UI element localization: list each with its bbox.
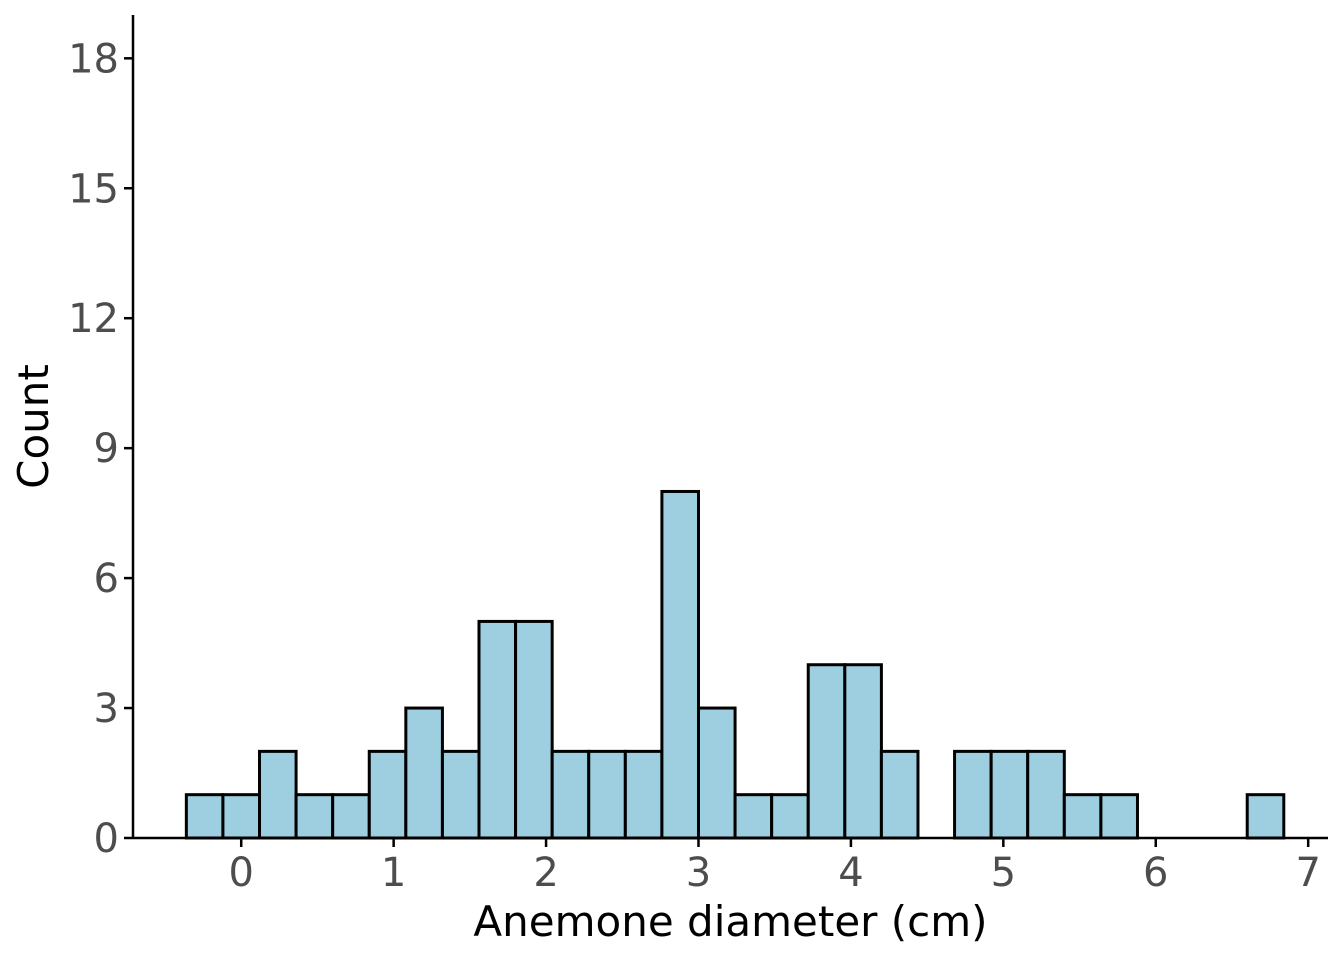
histogram-bar — [587, 749, 627, 840]
y-tick-label: 18 — [68, 36, 119, 82]
y-tick-label: 0 — [94, 816, 119, 862]
histogram-bar — [806, 663, 847, 840]
histogram-bar — [843, 663, 883, 840]
histogram-bar — [514, 619, 554, 840]
histogram-bar — [331, 793, 371, 840]
x-axis-title: Anemone diameter (cm) — [473, 897, 987, 946]
y-tick-label: 15 — [68, 166, 119, 212]
x-tick-label: 0 — [228, 850, 253, 896]
histogram-bar — [477, 619, 518, 840]
x-tick-label: 1 — [381, 850, 406, 896]
x-tick-label: 3 — [686, 850, 711, 896]
histogram-bar — [770, 793, 810, 840]
y-axis-title: Count — [9, 364, 58, 489]
y-tick-label: 3 — [94, 686, 119, 732]
histogram-bar — [440, 749, 481, 840]
histogram-bar — [404, 706, 444, 840]
histogram-bar — [367, 749, 408, 840]
x-tick-label: 4 — [838, 850, 863, 896]
histogram-bar — [989, 749, 1030, 840]
y-tick-label: 9 — [94, 426, 119, 472]
histogram-bar — [1245, 793, 1286, 840]
histogram-bar — [733, 793, 774, 840]
x-tick-label: 7 — [1295, 850, 1320, 896]
histogram-bar — [623, 749, 664, 840]
x-axis-ticks: 0 1 2 3 4 5 6 7 — [228, 838, 1321, 896]
histogram-bar — [184, 793, 225, 840]
x-tick-label: 5 — [991, 850, 1016, 896]
bars-group — [184, 489, 1286, 840]
y-tick-label: 12 — [68, 296, 119, 342]
y-axis-ticks: 0 3 6 9 12 15 18 — [68, 36, 133, 862]
histogram-bar — [294, 793, 335, 840]
histogram-bar — [696, 706, 737, 840]
x-tick-label: 2 — [533, 850, 558, 896]
histogram-bar — [1099, 793, 1139, 840]
histogram-bar — [550, 749, 591, 840]
histogram-bar — [1026, 749, 1066, 840]
histogram-bar — [221, 793, 262, 840]
x-tick-label: 6 — [1143, 850, 1168, 896]
histogram-bar — [1062, 793, 1103, 840]
y-tick-label: 6 — [94, 556, 119, 602]
histogram-bar — [660, 489, 700, 840]
histogram-bar — [879, 749, 920, 840]
histogram-bar — [258, 749, 298, 840]
histogram-bar — [953, 749, 993, 840]
